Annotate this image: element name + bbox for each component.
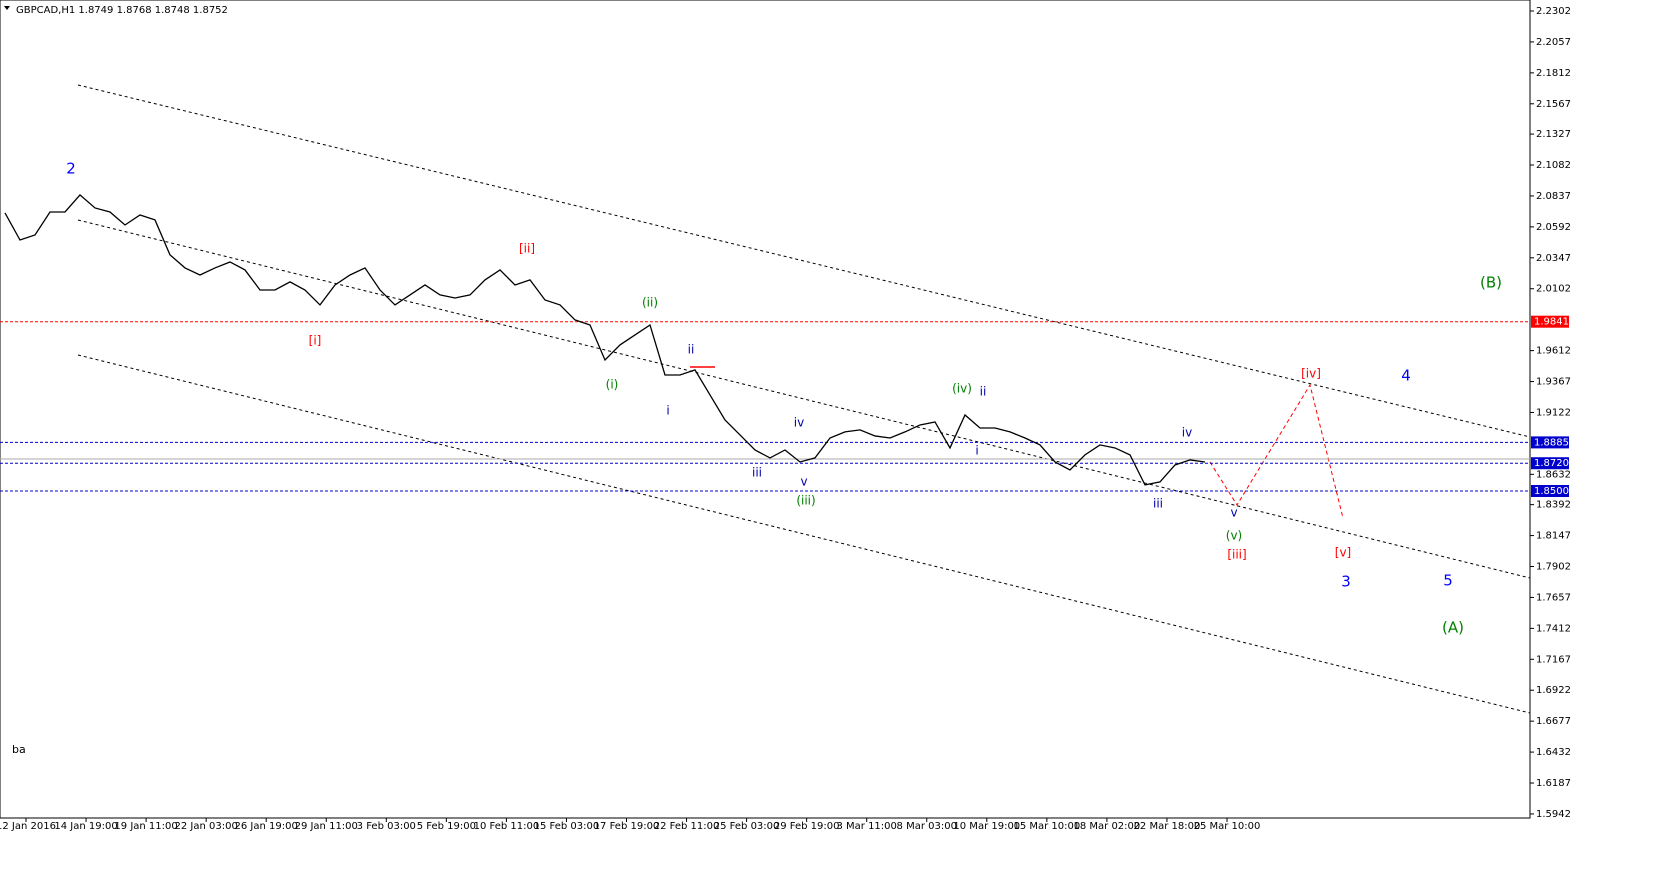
header: GBPCAD,H1 1.8749 1.8768 1.8748 1.8752 [16,5,228,16]
wave-label: 2 [66,160,76,178]
y-tick-label: 1.9122 [1536,407,1571,418]
x-tick-label: 22 Jan 03:00 [174,821,237,832]
x-tick-label: 14 Jan 19:00 [54,821,117,832]
wave-label: iii [1153,497,1163,511]
wave-label: [i] [309,334,322,348]
level-label: 1.8500 [1534,486,1569,497]
wave-label: iv [1182,426,1192,440]
y-tick-label: 1.7657 [1536,592,1571,603]
x-tick-label: 5 Feb 19:00 [417,821,476,832]
icon [4,6,10,10]
y-tick-label: 1.7167 [1536,654,1571,665]
x-tick-label: 22 Feb 11:00 [654,821,720,832]
y-tick-label: 2.0592 [1536,222,1571,233]
y-tick-label: 1.5942 [1536,809,1571,820]
y-tick-label: 1.6922 [1536,685,1571,696]
wave-label: (i) [606,378,619,392]
y-tick-label: 2.2057 [1536,37,1571,48]
x-tick-label: 29 Feb 19:00 [774,821,840,832]
y-tick-label: 2.0102 [1536,284,1571,295]
wave-label: [ii] [519,242,535,256]
x-tick-label: 10 Mar 19:00 [953,821,1020,832]
x-tick-label: 18 Mar 02:00 [1074,821,1141,832]
wave-label: i [666,404,669,418]
y-tick-label: 1.9612 [1536,346,1571,357]
wave-label: iii [752,466,762,480]
y-tick-label: 2.0837 [1536,191,1571,202]
wave-label: ii [688,343,695,357]
wave-label: [v] [1335,546,1351,560]
y-tick-label: 1.8147 [1536,531,1571,542]
x-tick-label: 15 Mar 10:00 [1013,821,1080,832]
wave-label: (ii) [642,296,658,310]
y-tick-label: 1.8392 [1536,500,1571,511]
y-tick-label: 1.6677 [1536,716,1571,727]
wave-label: iv [794,416,804,430]
wave-label: [iv] [1301,367,1321,381]
level-label: 1.9841 [1534,317,1569,328]
y-tick-label: 2.1082 [1536,160,1571,171]
wave-label: ii [980,385,987,399]
x-tick-label: 25 Feb 03:00 [714,821,780,832]
x-tick-label: 15 Feb 03:00 [534,821,600,832]
x-tick-label: 3 Mar 11:00 [836,821,896,832]
wave-label: i [975,444,978,458]
y-tick-label: 1.9367 [1536,377,1571,388]
wave-label: [iii] [1227,548,1246,562]
y-tick-label: 2.1327 [1536,129,1571,140]
channel-upper [77,84,1531,438]
y-tick-label: 2.1567 [1536,99,1571,110]
y-tick-label: 2.2302 [1536,6,1571,17]
level-box [1531,436,1569,449]
wave-label: 4 [1401,367,1411,385]
x-tick-label: 19 Jan 11:00 [114,821,177,832]
x-tick-label: 3 Feb 03:00 [357,821,416,832]
level-box [1531,485,1569,498]
wave-label: (iii) [796,494,815,508]
wave-label: (A) [1442,619,1464,637]
channel [77,84,1531,714]
level-box [1531,315,1569,328]
y-tick-label: 2.0347 [1536,253,1571,264]
y-tick-label: 2.1812 [1536,68,1571,79]
y-tick-label: 1.7902 [1536,562,1571,573]
x-tick-label: 8 Mar 03:00 [897,821,957,832]
wave-label: 3 [1341,573,1351,591]
wave-label: (v) [1226,529,1242,543]
x-tick-label: 25 Mar 10:00 [1194,821,1261,832]
wave-label: 5 [1443,572,1453,590]
wave-label: v [800,475,807,489]
wave-label: v [1230,506,1237,520]
x-tick-label: 29 Jan 11:00 [295,821,358,832]
forecast-path [1209,383,1344,519]
x-tick-label: 26 Jan 19:00 [235,821,298,832]
price-line [4,194,1206,486]
y-tick-label: 1.7412 [1536,623,1571,634]
x-tick-label: 10 Feb 11:00 [474,821,540,832]
y-tick-label: 1.8632 [1536,469,1571,480]
level-box [1531,457,1569,470]
level-label: 1.8720 [1534,458,1569,469]
channel-middle [77,219,1531,579]
level-label: 1.8885 [1534,437,1569,448]
x-tick-label: 22 Mar 18:00 [1134,821,1201,832]
y-tick-label: 1.6432 [1536,747,1571,758]
x-tick-label: 12 Jan 2016 [0,821,56,832]
wave-label: (iv) [952,382,972,396]
channel-lower [77,354,1531,714]
y-tick-label: 1.6187 [1536,778,1571,789]
wave-label: (B) [1480,274,1502,292]
plot-frame [0,0,1531,819]
footer: ba [12,743,26,756]
x-tick-label: 17 Feb 19:00 [594,821,660,832]
